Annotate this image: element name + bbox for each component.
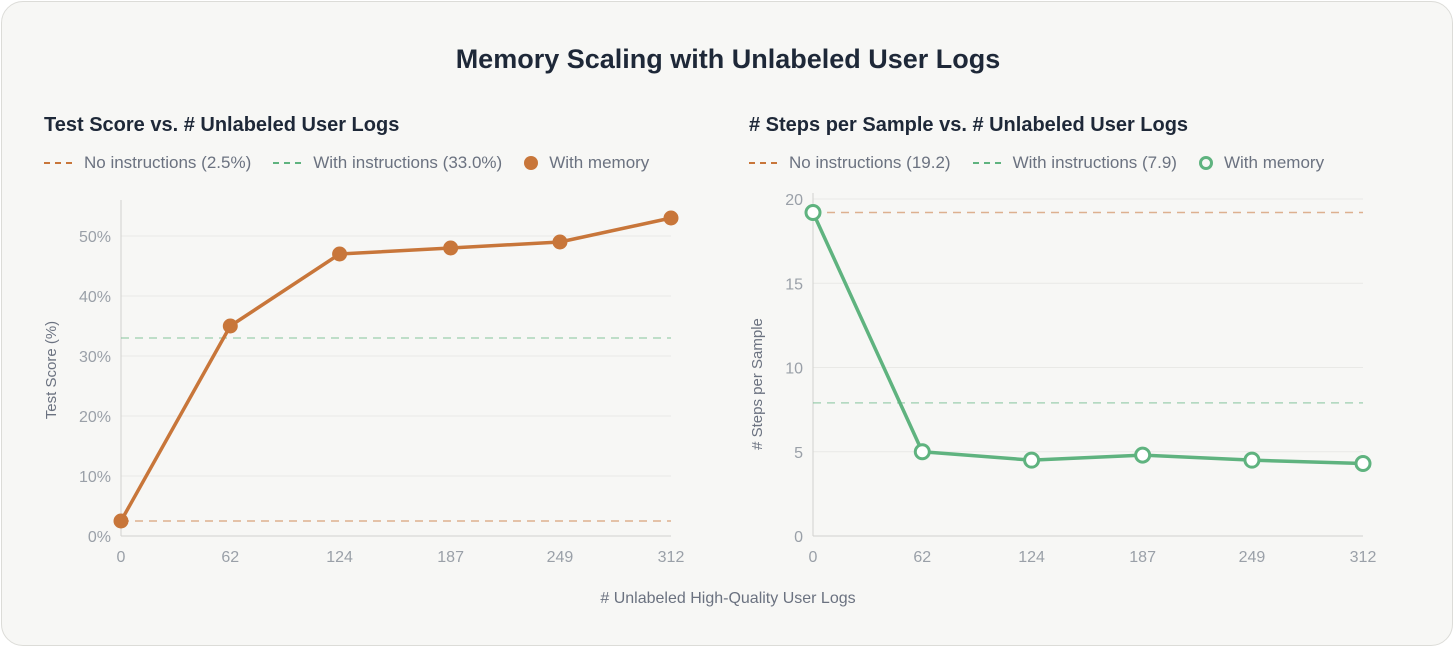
data-point: [113, 513, 129, 529]
x-tick-label: 124: [326, 549, 353, 566]
legend-swatch-with-instructions: [273, 162, 302, 164]
legend-swatch-no-instructions: [44, 162, 72, 164]
data-point: [443, 240, 459, 256]
data-point: [804, 203, 822, 221]
x-tick-label: 187: [1129, 549, 1156, 566]
y-axis-label: # Steps per Sample: [749, 318, 766, 450]
right-legend: No instructions (19.2) With instructions…: [749, 152, 1346, 174]
y-tick-label: 50%: [79, 229, 111, 246]
legend-label-no-instructions: No instructions (2.5%): [84, 153, 252, 172]
legend-swatch-with-memory: [1198, 156, 1213, 170]
data-point: [1023, 451, 1041, 469]
right-chart: 0 5 10 15 20 0 62 124 187 249 312 # Steps per Sampl…: [749, 192, 1376, 566]
y-tick-label: 20: [785, 192, 803, 209]
data-point: [1243, 451, 1261, 469]
x-tick-label: 187: [437, 549, 464, 566]
legend-swatch-with-memory: [524, 156, 539, 170]
data-point: [332, 246, 348, 262]
y-tick-label: 5: [794, 445, 803, 462]
legend-item-with-memory: With memory: [1198, 153, 1325, 173]
data-point: [663, 210, 679, 226]
legend-item-no-instructions: No instructions (19.2): [749, 153, 951, 173]
x-tick-label: 249: [1239, 549, 1266, 566]
y-tick-label: 40%: [79, 289, 111, 306]
y-tick-label: 0%: [88, 529, 111, 546]
legend-item-with-instructions: With instructions (7.9): [972, 153, 1177, 173]
left-legend: No instructions (2.5%) With instructions…: [44, 152, 671, 174]
legend-label-no-instructions: No instructions (19.2): [789, 153, 951, 172]
legend-swatch-with-instructions: [972, 162, 1001, 164]
data-point: [1134, 446, 1152, 464]
x-tick-label: 312: [658, 549, 685, 566]
x-tick-label: 124: [1018, 549, 1045, 566]
legend-item-no-instructions: No instructions (2.5%): [44, 153, 251, 173]
legend-label-with-instructions: With instructions (7.9): [1012, 153, 1177, 172]
legend-item-with-instructions: With instructions (33.0%): [273, 153, 502, 173]
legend-label-with-memory: With memory: [549, 153, 650, 172]
y-tick-label: 30%: [79, 349, 111, 366]
data-point: [913, 443, 931, 461]
x-tick-label: 0: [809, 549, 818, 566]
x-tick-label: 0: [117, 549, 126, 566]
y-tick-label: 0: [794, 529, 803, 546]
legend-label-with-memory: With memory: [1223, 153, 1325, 172]
figure-title: Memory Scaling with Unlabeled User Logs: [455, 44, 1001, 74]
legend-label-with-instructions: With instructions (33.0%): [313, 153, 503, 172]
x-axis-label: # Unlabeled High-Quality User Logs: [600, 590, 856, 607]
series-line-with-memory: [119, 216, 673, 523]
y-tick-label: 20%: [79, 409, 111, 426]
legend-swatch-no-instructions: [749, 162, 777, 164]
y-tick-label: 10%: [79, 469, 111, 486]
x-tick-label: 249: [547, 549, 574, 566]
series-line-with-memory: [811, 210, 1365, 466]
x-tick-label: 62: [221, 549, 239, 566]
data-point: [1354, 455, 1372, 473]
data-point: [222, 318, 238, 334]
y-axis-label: Test Score (%): [43, 321, 60, 419]
left-chart: 0% 10% 20% 30% 40% 50% 0 62 124 187 249 312 Test Sco…: [43, 200, 684, 566]
right-chart-title: # Steps per Sample vs. # Unlabeled User …: [749, 114, 1189, 136]
y-tick-label: 15: [785, 276, 803, 293]
left-chart-title: Test Score vs. # Unlabeled User Logs: [44, 114, 400, 136]
x-tick-label: 62: [913, 549, 931, 566]
y-tick-label: 10: [785, 361, 803, 378]
data-point: [552, 234, 568, 250]
x-tick-label: 312: [1350, 549, 1377, 566]
legend-item-with-memory: With memory: [524, 153, 649, 173]
